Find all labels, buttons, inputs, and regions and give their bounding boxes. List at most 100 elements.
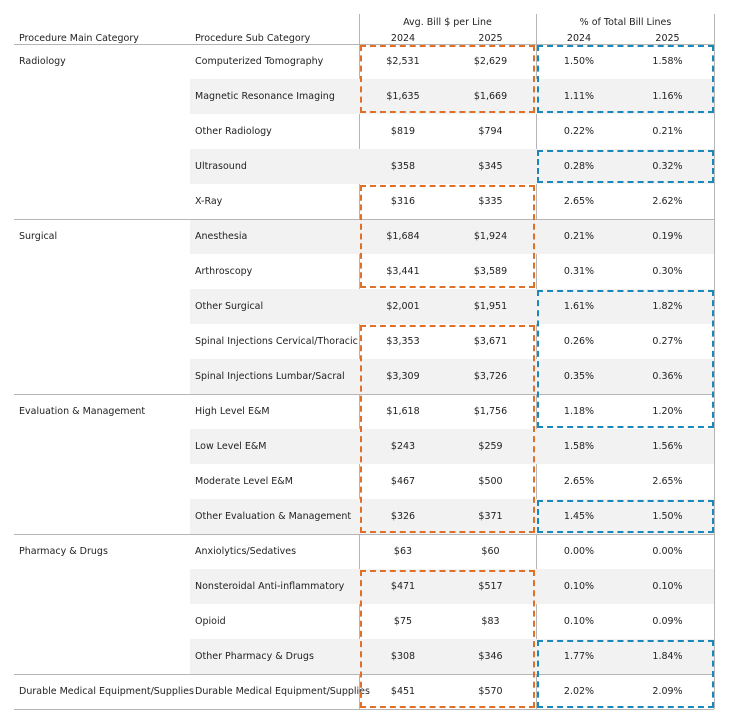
pct-lines-2024-cell: 0.28% [563,161,595,172]
group-header-avg-bill: Avg. Bill $ per Line [403,17,492,28]
sub-category-label: Arthroscopy [195,266,253,277]
avg-bill-2024-cell: $3,353 [386,336,420,347]
pct-lines-2024-cell: 2.65% [563,196,595,207]
pct-lines-2025-cell: 1.82% [652,301,683,312]
divider-vertical [714,14,715,709]
avg-bill-2025-cell: $3,726 [473,371,508,382]
avg-bill-2025-cell: $1,924 [473,231,508,242]
highlight-box-blue [537,290,714,428]
bottom-rule [14,709,714,710]
avg-bill-2024-cell: $63 [393,546,413,557]
main-category-label: Pharmacy & Drugs [19,546,108,557]
avg-bill-2025-cell: $794 [478,126,503,137]
pct-lines-2025-cell: 0.36% [652,371,683,382]
highlight-box-orange [360,325,535,533]
sub-category-label: Spinal Injections Lumbar/Sacral [195,371,345,382]
pct-lines-2025-cell: 1.50% [652,511,683,522]
avg-bill-2025-cell: $1,951 [473,301,508,312]
avg-bill-2024-cell: $1,635 [386,91,420,102]
pct-lines-2025-cell: 2.09% [652,686,683,697]
avg-bill-2024-cell: $75 [393,616,413,627]
pct-lines-2025-cell: 1.84% [652,651,683,662]
sub-category-label: Nonsteroidal Anti-inflammatory [195,581,345,592]
sub-category-label: Moderate Level E&M [195,476,293,487]
avg-bill-2025-cell: $371 [478,511,503,522]
avg-bill-2025-cell: $60 [481,546,500,557]
pct-lines-2024-cell: 0.22% [563,126,595,137]
sub-category-label: Magnetic Resonance Imaging [195,91,335,102]
highlight-box-orange [360,185,535,288]
avg-bill-2025-cell: $83 [481,616,500,627]
column-header-pct-2024: 2024 [566,33,592,44]
sub-category-label: Opioid [195,616,226,627]
pct-lines-2025-cell: 1.58% [652,56,683,67]
avg-bill-2025-cell: $3,589 [473,266,508,277]
row-shade [190,359,714,394]
pct-lines-2024-cell: 0.10% [563,616,595,627]
avg-bill-2024-cell: $2,001 [386,301,420,312]
sub-category-label: Anxiolytics/Sedatives [195,546,297,557]
pct-lines-2025-cell: 0.19% [652,231,683,242]
pct-lines-2025-cell: 0.27% [652,336,683,347]
avg-bill-2025-cell: $570 [478,686,503,697]
avg-bill-2024-cell: $2,531 [386,56,420,67]
column-header-pct-2025: 2025 [655,33,680,44]
pct-lines-2024-cell: 1.11% [563,91,595,102]
avg-bill-2024-cell: $326 [390,511,416,522]
avg-bill-2024-cell: $3,309 [386,371,420,382]
sub-category-label: Other Evaluation & Management [195,511,352,522]
sub-category-label: Other Pharmacy & Drugs [195,651,314,662]
group-rule [14,394,714,395]
highlight-box-orange [360,45,535,113]
avg-bill-2025-cell: $2,629 [473,56,508,67]
pct-lines-2024-cell: 0.35% [563,371,595,382]
pct-lines-2025-cell: 0.09% [652,616,683,627]
sub-category-label: Ultrasound [195,161,247,172]
column-header-main-category: Procedure Main Category [19,33,139,44]
row-shade [190,149,714,184]
row-shade [190,569,714,604]
avg-bill-2025-cell: $335 [478,196,503,207]
main-category-label: Durable Medical Equipment/Supplies [19,686,194,697]
pct-lines-2025-cell: 0.30% [652,266,683,277]
pct-lines-2024-cell: 1.50% [563,56,595,67]
row-shade [190,499,714,534]
highlight-box-blue [537,45,714,113]
sub-category-label: Low Level E&M [195,441,267,452]
pct-lines-2025-cell: 1.16% [652,91,683,102]
pct-lines-2025-cell: 0.21% [652,126,683,137]
row-shade [190,219,714,254]
highlight-box-orange [360,570,535,708]
pct-lines-2024-cell: 2.65% [563,476,595,487]
pct-lines-2024-cell: 1.77% [563,651,595,662]
main-category-label: Evaluation & Management [19,406,146,417]
avg-bill-2024-cell: $1,684 [386,231,420,242]
pct-lines-2024-cell: 0.21% [563,231,595,242]
avg-bill-2024-cell: $1,618 [386,406,420,417]
group-rule [14,534,714,535]
row-shade [190,79,714,114]
pct-lines-2025-cell: 2.65% [652,476,683,487]
avg-bill-2025-cell: $1,756 [473,406,508,417]
avg-bill-2025-cell: $346 [478,651,503,662]
avg-bill-2025-cell: $517 [478,581,503,592]
avg-bill-2024-cell: $819 [390,126,416,137]
avg-bill-2024-cell: $451 [390,686,416,697]
avg-bill-2025-cell: $3,671 [473,336,508,347]
avg-bill-2024-cell: $243 [390,441,416,452]
sub-category-label: High Level E&M [195,406,270,417]
pct-lines-2024-cell: 1.61% [563,301,595,312]
group-rule [14,674,714,675]
sub-category-label: Durable Medical Equipment/Supplies [195,686,370,697]
avg-bill-2025-cell: $500 [478,476,503,487]
highlight-box-blue [537,640,714,708]
pct-lines-2024-cell: 0.10% [563,581,595,592]
pct-lines-2024-cell: 0.00% [563,546,595,557]
highlight-box-blue [537,500,714,533]
avg-bill-2024-cell: $358 [390,161,416,172]
sub-category-label: Spinal Injections Cervical/Thoracic [195,336,358,347]
pct-lines-2024-cell: 0.31% [563,266,595,277]
pct-lines-2024-cell: 1.45% [563,511,595,522]
row-shade [190,429,714,464]
